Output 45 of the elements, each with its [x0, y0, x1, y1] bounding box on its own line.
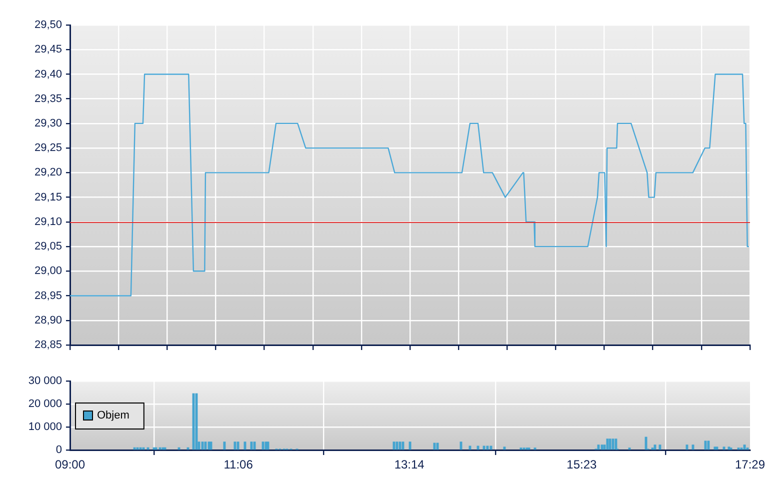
y-tick-label: 29,05: [34, 240, 62, 253]
x-tick-label: 13:14: [394, 458, 425, 472]
bar: [658, 444, 662, 450]
x-tick-label: 15:23: [566, 458, 598, 472]
legend-label: Objem: [97, 410, 130, 422]
x-tick-label: 17:29: [734, 458, 766, 472]
bar: [234, 442, 236, 450]
bar: [686, 444, 688, 450]
y-tick-label: 29,35: [34, 92, 62, 105]
y-tick-label: 29,20: [34, 166, 62, 179]
y-tick-label: 28,85: [34, 339, 62, 352]
bar: [408, 442, 412, 450]
bar: [192, 393, 195, 450]
x-tick-label: 11:06: [224, 458, 254, 472]
bar: [606, 438, 609, 450]
bar: [608, 438, 612, 450]
y-tick-label: 20 000: [28, 398, 62, 410]
y-tick-label: 29,10: [34, 216, 62, 228]
x-tick-label: 09:00: [54, 458, 86, 472]
bar: [597, 444, 600, 450]
y-tick-label: 29,25: [34, 142, 62, 154]
bar: [250, 442, 253, 450]
bar: [204, 442, 207, 450]
bar: [433, 442, 436, 450]
y-tick-label: 0: [56, 444, 62, 456]
y-tick-label: 10 000: [28, 421, 62, 434]
y-tick-label: 29,40: [34, 68, 62, 80]
y-tick-label: 29,50: [34, 19, 62, 32]
y-tick-label: 29,30: [34, 117, 62, 130]
y-tick-label: 28,90: [34, 314, 62, 326]
y-tick-label: 30 000: [28, 375, 62, 388]
y-tick-label: 29,45: [34, 44, 62, 56]
bar: [503, 446, 506, 450]
y-tick-label: 28,95: [34, 290, 62, 302]
y-tick-label: 29,00: [34, 265, 62, 278]
bar: [707, 440, 710, 450]
bar: [396, 442, 398, 450]
bar: [402, 442, 404, 450]
bar: [223, 442, 226, 450]
bar: [253, 442, 256, 450]
y-tick-label: 29,15: [34, 191, 62, 204]
bar: [436, 442, 439, 450]
bar: [486, 446, 489, 450]
bar: [743, 444, 746, 450]
bar: [614, 438, 618, 450]
